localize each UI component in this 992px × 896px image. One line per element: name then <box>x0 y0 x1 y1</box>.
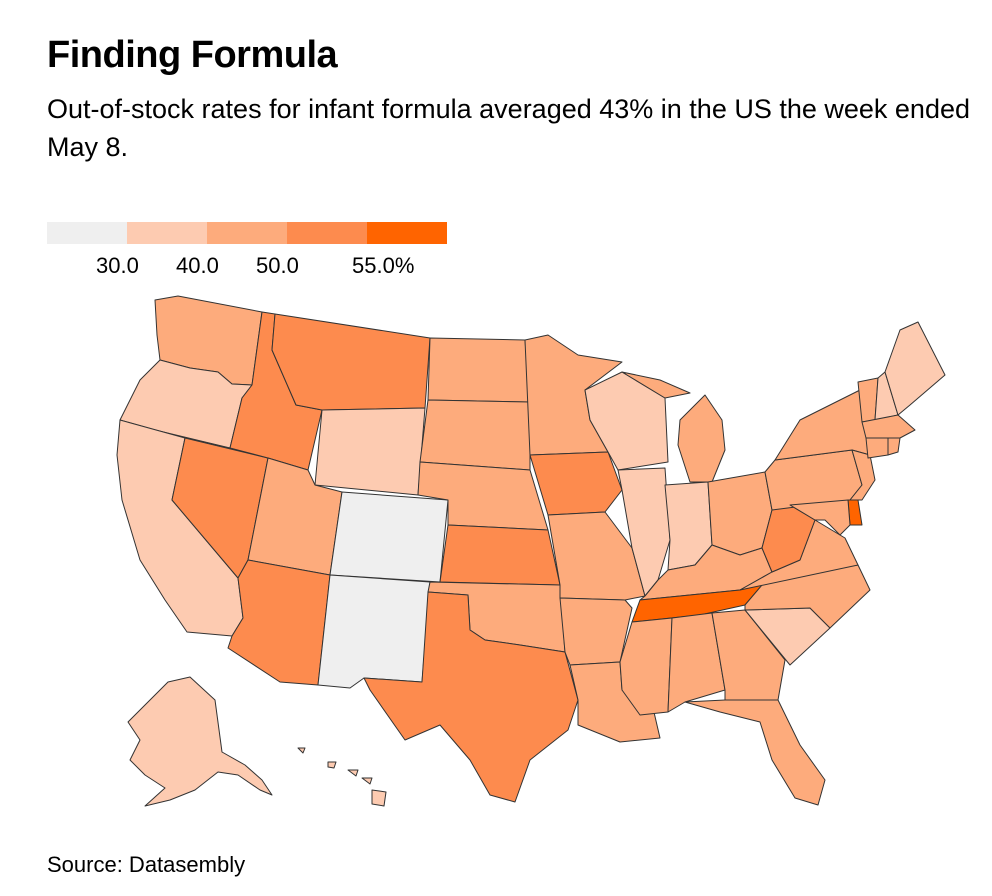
legend-swatch-1 <box>127 222 207 244</box>
state-sd[interactable] <box>419 399 531 471</box>
source-note: Source: Datasembly <box>47 852 246 877</box>
state-az[interactable] <box>227 559 331 686</box>
legend-label-40: 40.0 <box>176 253 219 278</box>
state-ar[interactable] <box>559 597 633 666</box>
legend-label-55: 55.0% <box>352 253 415 278</box>
state-ri[interactable] <box>887 437 901 456</box>
chart-title: Finding Formula <box>47 34 338 76</box>
state-ia[interactable] <box>529 451 623 516</box>
legend-label-50: 50.0 <box>256 253 299 278</box>
state-md[interactable] <box>789 499 851 536</box>
chart-subtitle: Out-of-stock rates for infant formula av… <box>47 94 970 162</box>
legend-swatch-3 <box>287 222 367 244</box>
legend-swatch-0 <box>47 222 127 244</box>
state-ny[interactable] <box>774 389 871 461</box>
state-mi[interactable] <box>621 371 726 483</box>
state-ma[interactable] <box>861 414 916 439</box>
state-al[interactable] <box>667 612 726 713</box>
state-mt[interactable] <box>271 313 431 411</box>
state-tx[interactable] <box>363 591 579 803</box>
state-hi[interactable] <box>297 747 387 807</box>
state-co[interactable] <box>329 491 449 583</box>
legend-color-bar <box>47 222 447 244</box>
state-fl[interactable] <box>684 699 826 806</box>
legend-label-30: 30.0 <box>96 253 139 278</box>
state-nm[interactable] <box>317 574 431 689</box>
state-mo[interactable] <box>547 511 646 601</box>
state-nd[interactable] <box>427 337 531 403</box>
legend-swatch-2 <box>207 222 287 244</box>
state-oh[interactable] <box>707 471 773 556</box>
state-ct[interactable] <box>865 437 889 459</box>
state-ks[interactable] <box>439 524 561 586</box>
legend-swatch-4 <box>367 222 447 244</box>
state-ak[interactable] <box>127 676 273 807</box>
state-me[interactable] <box>884 321 946 416</box>
state-wy[interactable] <box>314 407 426 496</box>
